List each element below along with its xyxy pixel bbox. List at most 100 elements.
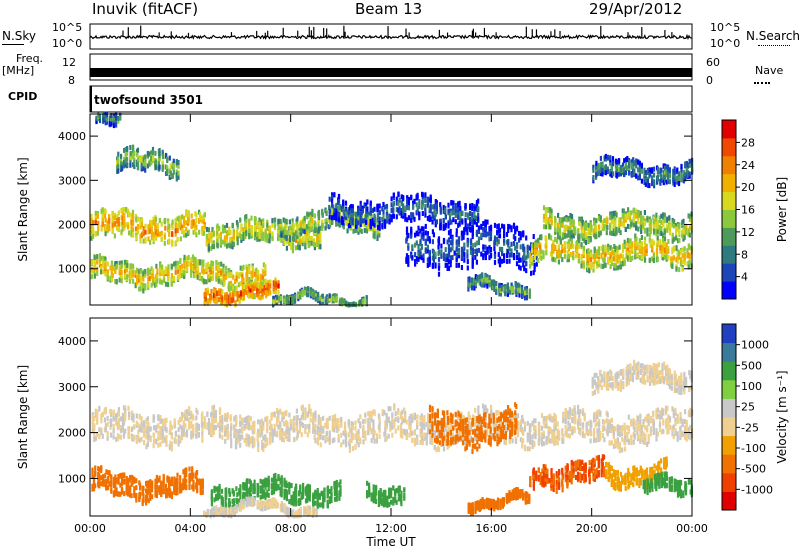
power-echo-cell [173, 275, 176, 281]
power-echo-cell [266, 226, 269, 231]
power-echo-cell [147, 267, 150, 273]
power-echo-cell [422, 257, 425, 263]
power-echo-cell [207, 227, 210, 233]
power-echo-cell [260, 236, 263, 241]
power-echo-cell [94, 231, 97, 237]
power-echo-cell [319, 239, 322, 244]
power-echo-cell [166, 169, 169, 174]
power-echo-cell [310, 225, 313, 231]
power-echo-cell [250, 215, 253, 221]
power-echo-cell [457, 201, 460, 207]
power-echo-cell [219, 237, 222, 243]
power-echo-cell [247, 282, 250, 288]
power-echo-cell [168, 155, 171, 161]
power-echo-cell [392, 205, 395, 211]
power-echo-cell [634, 233, 637, 239]
power-echo-cell [266, 279, 269, 285]
power-echo-cell [653, 183, 656, 189]
power-echo-cell [256, 288, 259, 294]
power-echo-cell [557, 222, 560, 228]
power-echo-cell [210, 276, 213, 281]
power-echo-cell [424, 208, 427, 213]
power-echo-cell [618, 217, 621, 223]
power-echo-cell [172, 163, 175, 168]
power-echo-cell [382, 201, 385, 207]
power-echo-cell [211, 273, 215, 279]
power-echo-cell [229, 293, 232, 299]
power-echo-cell [583, 238, 586, 244]
power-echo-cell [653, 179, 656, 185]
power-echo-cell [359, 227, 362, 233]
power-echo-cell [255, 278, 258, 284]
power-echo-cell [508, 246, 511, 252]
power-echo-cell [346, 220, 349, 226]
power-echo-cell [240, 291, 243, 297]
power-echo-cell [602, 264, 605, 269]
power-echo-cell [223, 276, 226, 281]
power-echo-cell [554, 244, 557, 250]
power-echo-cell [563, 216, 566, 222]
power-echo-cell [649, 223, 652, 229]
power-echo-cell [277, 283, 280, 289]
power-echo-cell [671, 263, 674, 269]
power-echo-cell [135, 235, 138, 241]
power-echo-cell [239, 272, 242, 277]
power-echo-cell [583, 221, 586, 227]
power-echo-cell [333, 297, 337, 303]
power-echo-cell [673, 174, 676, 180]
power-echo-cell [139, 284, 142, 290]
power-echo-cell [665, 169, 668, 174]
power-echo-cell [285, 235, 288, 241]
power-echo-cell [675, 245, 678, 251]
power-echo-cell [147, 224, 150, 230]
power-echo-cell [464, 218, 467, 224]
power-echo-cell [144, 223, 147, 229]
power-echo-cell [158, 231, 161, 237]
power-echo-cell [126, 262, 129, 268]
power-echo-cell [212, 241, 215, 247]
power-echo-cell [277, 289, 280, 295]
power-echo-cell [412, 204, 415, 210]
power-echo-cell [261, 291, 264, 297]
power-echo-cell [111, 229, 114, 235]
power-echo-cell [133, 164, 136, 170]
power-echo-cell [665, 172, 668, 178]
power-echo-cell [216, 238, 219, 244]
power-echo-cell [463, 257, 466, 263]
power-echo-cell [446, 262, 449, 268]
power-echo-cell [463, 228, 466, 234]
power-echo-cell [245, 290, 248, 296]
power-echo-cell [505, 239, 509, 245]
power-echo-cell [254, 232, 257, 238]
power-echo-cell [134, 270, 137, 276]
power-echo-cell [410, 217, 413, 223]
power-echo-cell [248, 218, 251, 224]
power-echo-cell [172, 169, 175, 175]
power-echo-cell [291, 221, 294, 227]
power-echo-cell [228, 228, 231, 234]
power-echo-cell [342, 217, 345, 223]
power-echo-cell [540, 249, 543, 255]
power-echo-cell [203, 223, 206, 229]
power-echo-cell [239, 233, 242, 239]
power-echo-cell [292, 232, 295, 238]
power-echo-cell [597, 171, 600, 176]
power-echo-cell [388, 219, 391, 225]
power-echo-cell [113, 233, 116, 239]
power-echo-cell [354, 226, 357, 232]
power-echo-cell [439, 202, 442, 208]
power-echo-cell [663, 216, 666, 222]
power-echo-cell [199, 212, 202, 218]
power-echo-cell [325, 218, 328, 224]
power-echo-cell [361, 218, 364, 224]
power-echo-cell [203, 212, 206, 218]
power-echo-cell [454, 202, 457, 208]
power-echo-cell [551, 252, 554, 258]
power-echo-cell [665, 242, 668, 248]
power-echo-cell [475, 229, 478, 235]
power-echo-cell [648, 257, 651, 263]
power-echo-cell [171, 225, 174, 231]
power-echo-cell [503, 253, 506, 259]
power-echo-cell [670, 258, 673, 264]
power-echo-cell [128, 278, 131, 284]
